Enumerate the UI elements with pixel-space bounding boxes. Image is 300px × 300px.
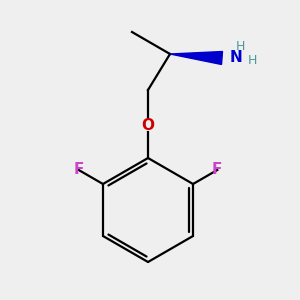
Text: H: H bbox=[235, 40, 245, 52]
Text: N: N bbox=[230, 50, 243, 65]
Text: H: H bbox=[247, 53, 257, 67]
Text: F: F bbox=[74, 163, 84, 178]
Text: F: F bbox=[212, 163, 223, 178]
Text: O: O bbox=[142, 118, 154, 134]
Polygon shape bbox=[170, 52, 223, 64]
